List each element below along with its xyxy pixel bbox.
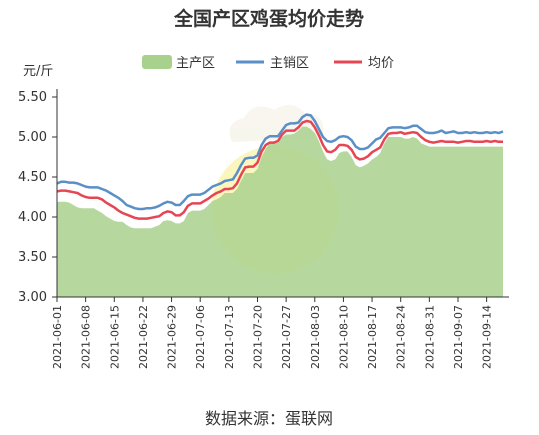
x-tick-label: 2021-06-15 [108, 305, 121, 369]
series-line-2 [56, 119, 503, 220]
legend: 主产区 主销区 均价 [142, 55, 394, 71]
x-tick-label: 2021-09-14 [481, 305, 494, 369]
series-area-main-producing [57, 126, 503, 297]
y-tick-label: 3.50 [18, 250, 47, 265]
x-tick-label: 2021-06-01 [51, 305, 64, 369]
plot-area [56, 113, 504, 297]
source-note: 数据来源：蛋联网 [205, 409, 333, 428]
x-tick-label: 2021-07-20 [251, 305, 264, 369]
x-tick-label: 2021-08-03 [309, 305, 322, 369]
x-tick-label: 2021-08-17 [366, 305, 379, 369]
x-tick-label: 2021-06-08 [80, 305, 93, 369]
y-tick-label: 4.50 [18, 170, 47, 185]
chart-title: 全国产区鸡蛋均价走势 [173, 7, 364, 30]
x-tick-label: 2021-06-22 [137, 305, 150, 369]
y-tick-label: 5.50 [18, 90, 47, 105]
x-tick-label: 2021-09-07 [452, 305, 465, 369]
legend-swatch-area [142, 55, 172, 69]
x-axis: 2021-06-01 2021-06-08 2021-06-15 2021-06-22… [51, 296, 509, 369]
x-tick-label: 2021-07-27 [280, 305, 293, 369]
y-unit-label: 元/斤 [23, 64, 53, 79]
y-tick-label: 5.00 [18, 130, 47, 145]
legend-label: 主产区 [176, 56, 215, 71]
x-tick-label: 2021-08-31 [423, 305, 436, 369]
series-line-1 [56, 113, 504, 211]
legend-label: 主销区 [270, 56, 309, 71]
y-tick-label: 3.00 [18, 290, 47, 305]
x-tick-label: 2021-08-24 [395, 305, 408, 369]
x-tick-label: 2021-08-10 [337, 305, 350, 369]
x-tick-label: 2021-06-29 [166, 305, 179, 369]
y-axis: 3.00 3.50 4.00 4.50 5.00 5.50 [18, 89, 58, 305]
legend-label: 均价 [368, 56, 394, 71]
x-tick-label: 2021-07-06 [194, 305, 207, 369]
x-tick-label: 2021-07-13 [223, 305, 236, 369]
y-tick-label: 4.00 [18, 210, 47, 225]
